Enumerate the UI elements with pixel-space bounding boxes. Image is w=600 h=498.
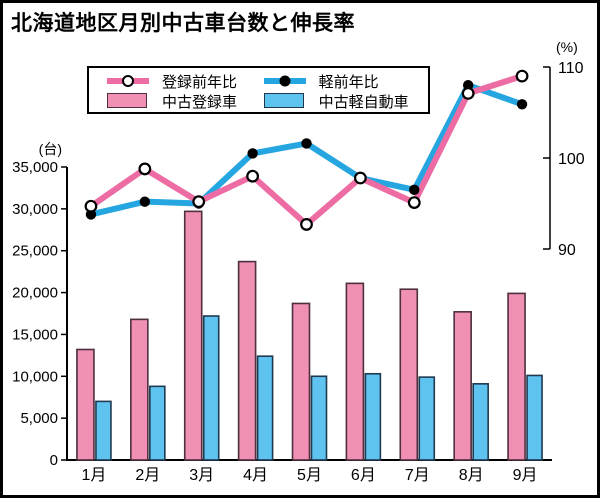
bar-used-registered — [345, 282, 365, 461]
filled-circle-marker-icon — [279, 75, 291, 87]
bar-used-kei — [95, 400, 112, 461]
marker-registered-yoy — [461, 86, 475, 100]
bar-used-kei — [149, 385, 166, 461]
left-axis-tick-label: 15,000 — [12, 326, 58, 343]
bar-used-registered — [453, 311, 472, 461]
pink-box-swatch — [107, 93, 147, 108]
bar-used-registered — [130, 318, 149, 461]
marker-registered-yoy — [84, 199, 98, 213]
right-axis-unit-label: (%) — [556, 39, 578, 55]
right-axis-tick-label: 90 — [558, 242, 576, 259]
left-axis-tick-label: 20,000 — [12, 285, 58, 302]
left-axis-tick-label: 35,000 — [12, 159, 58, 176]
legend-label: 中古軽自動車 — [318, 93, 409, 111]
legend-label: 中古登録車 — [162, 93, 238, 111]
bar-used-kei — [418, 376, 436, 461]
bar-used-kei — [256, 355, 274, 461]
bar-used-registered — [76, 348, 95, 461]
right-axis-tick-label: 100 — [558, 151, 585, 168]
legend-box-swatch-pink — [107, 92, 149, 110]
left-axis-tick-label: 10,000 — [12, 368, 58, 385]
open-circle-marker-icon — [122, 75, 134, 87]
legend-label: 登録前年比 — [162, 73, 238, 91]
bar-used-kei — [202, 315, 220, 461]
bar-used-registered — [237, 260, 257, 461]
legend-item-used-kei: 中古軽自動車 — [263, 91, 428, 111]
bar-used-registered — [507, 292, 526, 461]
month-label: 1月 — [81, 467, 106, 484]
legend-item-used-registered: 中古登録車 — [107, 91, 264, 111]
left-axis-tick-label: 5,000 — [20, 410, 58, 427]
legend-line-swatch-pink — [107, 72, 149, 90]
legend-line-swatch-blue — [263, 72, 306, 90]
marker-kei-yoy — [139, 196, 151, 207]
bar-used-kei — [526, 374, 543, 461]
month-label: 3月 — [189, 467, 214, 484]
marker-registered-yoy — [246, 169, 260, 183]
marker-kei-yoy — [247, 148, 258, 159]
month-label: 2月 — [135, 467, 160, 484]
marker-kei-yoy — [516, 99, 528, 110]
month-label: 8月 — [459, 467, 484, 484]
bar-used-kei — [472, 383, 489, 461]
month-label: 9月 — [513, 467, 538, 484]
month-label: 7月 — [405, 467, 430, 484]
legend-label: 軽前年比 — [318, 73, 379, 91]
legend-item-registered-yoy: 登録前年比 — [107, 71, 264, 91]
marker-kei-yoy — [409, 184, 420, 196]
marker-registered-yoy — [192, 195, 206, 209]
month-label: 5月 — [297, 467, 322, 484]
bar-used-registered — [183, 210, 203, 461]
marker-kei-yoy — [301, 138, 312, 149]
month-label: 4月 — [243, 467, 268, 484]
blue-box-swatch — [263, 93, 304, 108]
left-axis-tick-label: 0 — [50, 452, 58, 469]
chart-legend: 登録前年比 軽前年比 中古登録車 中古軽自動車 — [87, 66, 430, 114]
marker-registered-yoy — [353, 171, 367, 185]
marker-registered-yoy — [407, 196, 421, 209]
bar-used-registered — [399, 288, 419, 461]
legend-box-swatch-blue — [263, 92, 306, 110]
right-axis-tick-label: 110 — [558, 60, 584, 77]
marker-registered-yoy — [138, 162, 152, 176]
bar-used-kei — [310, 375, 328, 461]
legend-item-kei-yoy: 軽前年比 — [263, 71, 428, 91]
chart-title: 北海道地区月別中古車台数と伸長率 — [11, 12, 355, 35]
month-label: 6月 — [351, 467, 376, 484]
bar-used-kei — [364, 372, 382, 461]
bar-used-registered — [291, 302, 311, 461]
left-axis-tick-label: 30,000 — [12, 201, 58, 218]
marker-registered-yoy — [300, 218, 313, 231]
marker-registered-yoy — [515, 69, 529, 83]
left-axis-tick-label: 25,000 — [12, 243, 58, 260]
left-axis-unit-label: (台) — [38, 141, 62, 157]
line-kei-yoy — [90, 82, 524, 218]
